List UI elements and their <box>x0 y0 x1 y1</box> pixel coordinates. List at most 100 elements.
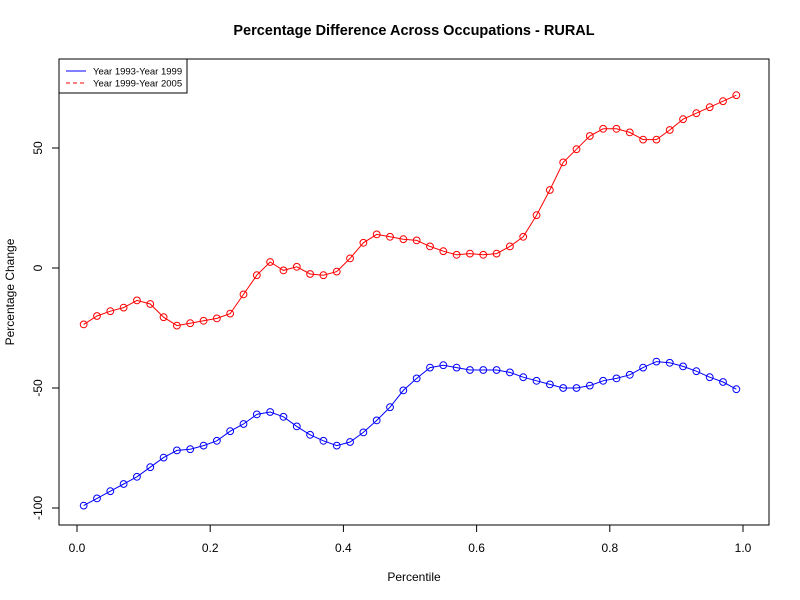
data-point <box>186 319 195 328</box>
legend-label-series-2: Year 1999-Year 2005 <box>93 79 182 90</box>
data-point <box>679 362 687 371</box>
data-point <box>585 381 594 390</box>
x-tick-label: 0.8 <box>601 541 618 555</box>
y-axis-label: Percentage Change <box>3 238 17 345</box>
data-point <box>346 438 354 446</box>
data-point <box>452 363 461 372</box>
x-tick-label: 1.0 <box>735 541 752 555</box>
legend-box <box>58 58 188 94</box>
data-point <box>426 242 434 251</box>
data-point <box>599 124 608 133</box>
data-point <box>279 266 288 275</box>
data-point <box>559 158 568 167</box>
series-line <box>83 94 737 327</box>
data-point <box>679 115 687 124</box>
data-point <box>412 374 421 383</box>
data-point <box>732 385 741 394</box>
data-point <box>119 303 128 312</box>
data-point <box>519 232 528 241</box>
data-point <box>612 124 621 133</box>
data-point <box>732 91 741 100</box>
y-tick-label: 0 <box>31 264 45 271</box>
data-point <box>212 314 221 323</box>
data-point <box>93 494 101 503</box>
data-point <box>226 427 235 436</box>
data-point <box>426 363 434 372</box>
data-point <box>159 313 168 322</box>
data-point <box>559 384 568 392</box>
series-line <box>83 361 737 507</box>
data-point <box>466 366 474 374</box>
data-point <box>119 480 128 488</box>
data-point <box>719 97 727 106</box>
series-layer <box>79 91 741 510</box>
data-point <box>545 186 554 194</box>
data-point <box>652 357 661 366</box>
data-point <box>652 135 661 144</box>
data-point <box>133 472 141 481</box>
data-point <box>585 132 594 140</box>
data-point <box>399 386 408 395</box>
data-point <box>266 258 275 266</box>
x-axis: 0.0 0.2 0.4 0.6 0.8 1.0 <box>69 524 752 555</box>
y-tick-label: -100 <box>31 496 45 520</box>
data-point <box>372 230 381 239</box>
data-point <box>692 109 701 118</box>
data-point <box>266 408 275 416</box>
data-point <box>133 296 141 305</box>
data-point <box>332 267 341 276</box>
data-point <box>506 242 514 251</box>
data-point <box>466 249 474 258</box>
data-point <box>399 235 408 244</box>
data-point <box>186 445 195 454</box>
data-point <box>319 436 328 445</box>
data-point <box>359 428 368 437</box>
data-point <box>199 316 208 325</box>
data-point <box>359 238 368 247</box>
data-point <box>439 247 448 256</box>
data-point <box>173 446 181 455</box>
data-point <box>692 367 701 376</box>
data-point <box>639 363 647 372</box>
data-point <box>159 453 168 462</box>
data-point <box>106 307 115 316</box>
data-point <box>439 361 448 370</box>
data-point <box>705 373 714 382</box>
data-point <box>719 378 727 386</box>
x-tick-label: 0.0 <box>69 541 86 555</box>
data-point <box>532 376 541 385</box>
data-point <box>252 410 261 419</box>
data-point <box>146 463 155 472</box>
data-point <box>625 370 634 379</box>
data-point <box>612 374 621 383</box>
data-point <box>319 271 328 280</box>
x-axis-label: Percentile <box>387 570 441 584</box>
data-point <box>572 145 581 154</box>
data-point <box>79 501 88 510</box>
data-point <box>292 422 301 431</box>
data-point <box>239 420 248 428</box>
data-point <box>239 290 248 299</box>
y-axis: -100 -50 0 50 <box>31 141 60 520</box>
data-point <box>386 232 394 241</box>
series-2 <box>79 91 741 330</box>
data-point <box>412 236 421 245</box>
legend-label-series-1: Year 1993-Year 1999 <box>93 67 182 78</box>
x-tick-label: 0.4 <box>335 541 352 555</box>
data-point <box>705 103 714 112</box>
data-point <box>492 249 501 258</box>
y-tick-label: -50 <box>31 379 45 397</box>
legend: Year 1993-Year 1999 Year 1999-Year 2005 <box>58 58 188 94</box>
data-point <box>625 128 634 137</box>
data-point <box>93 312 101 320</box>
x-tick-label: 0.6 <box>468 541 485 555</box>
x-tick-label: 0.2 <box>202 541 219 555</box>
data-point <box>212 436 221 445</box>
data-point <box>292 262 301 271</box>
data-point <box>346 254 354 263</box>
chart-title: Percentage Difference Across Occupations… <box>233 23 594 39</box>
data-point <box>252 271 261 280</box>
data-point <box>279 412 288 421</box>
data-point <box>199 441 208 450</box>
data-point <box>519 373 528 382</box>
